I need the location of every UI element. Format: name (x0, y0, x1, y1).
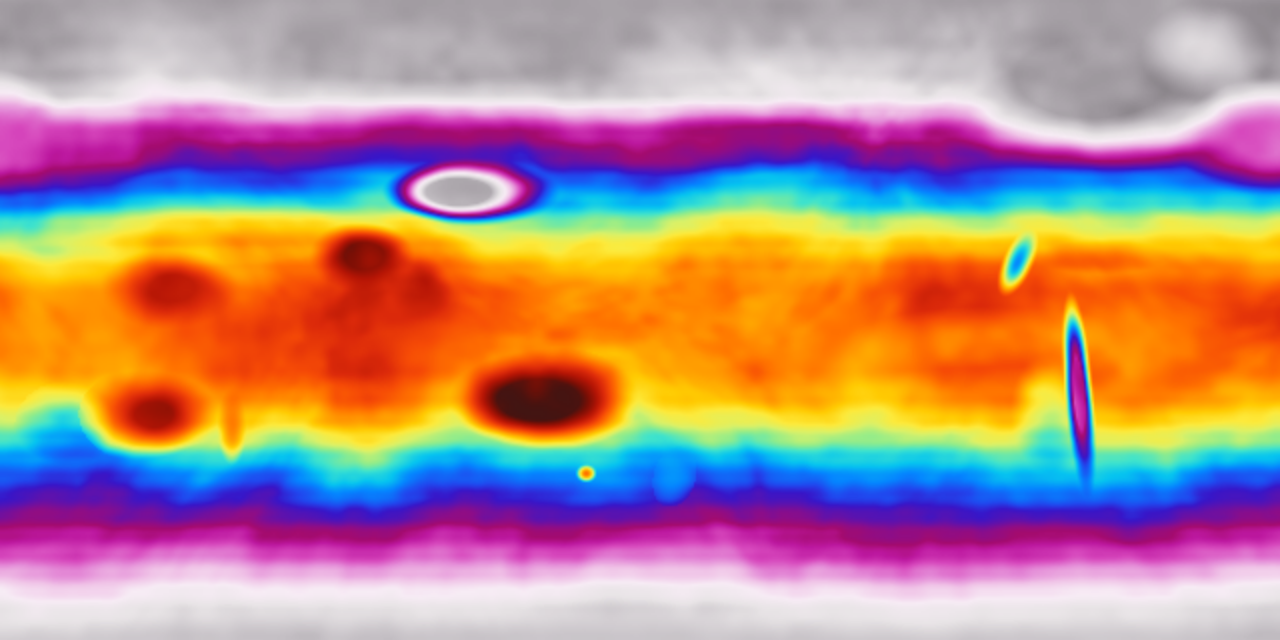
temperature-heatmap-canvas (0, 0, 1280, 640)
world-temperature-map (0, 0, 1280, 640)
